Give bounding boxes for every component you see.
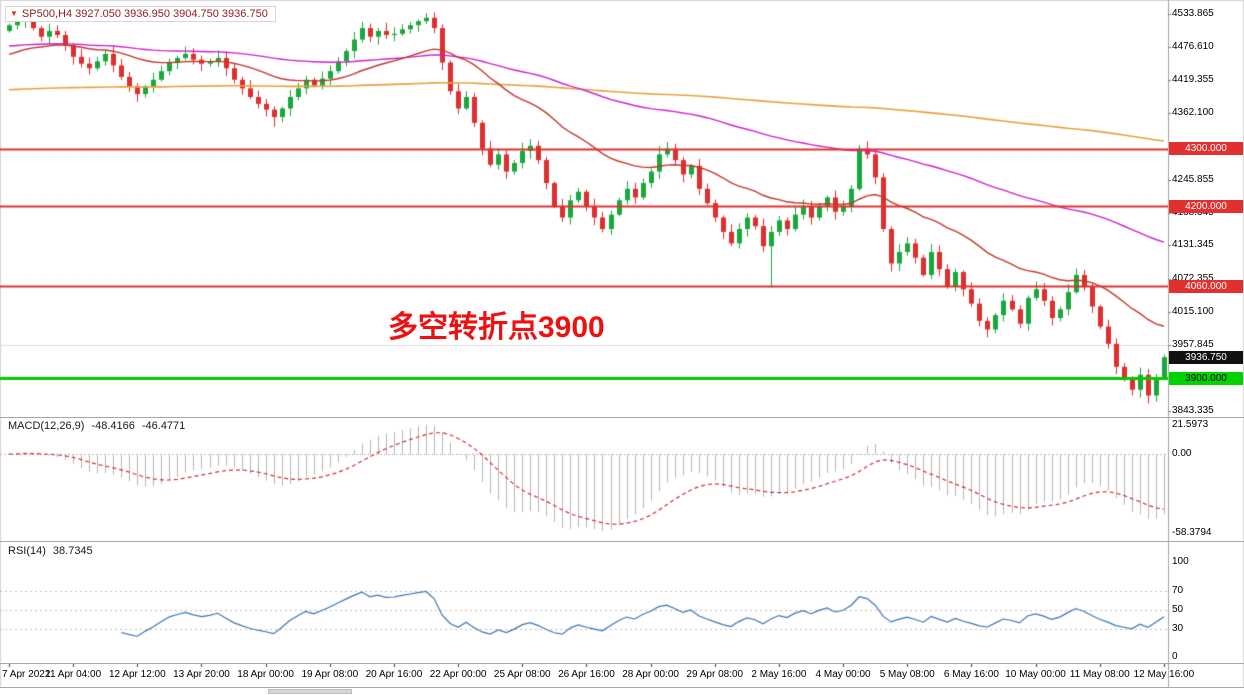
- rsi-scale-label: 30: [1172, 622, 1184, 634]
- time-axis-label: 2 May 16:00: [751, 669, 807, 680]
- time-axis-label: 11 Apr 04:00: [45, 669, 102, 680]
- time-axis-label: 18 Apr 00:00: [237, 669, 294, 680]
- symbol-dropdown-icon[interactable]: ▼: [10, 9, 18, 18]
- time-axis-label: 29 Apr 08:00: [686, 669, 744, 680]
- price-scale-label: 4419.355: [1172, 74, 1214, 86]
- price-level-badge: 4060.000: [1169, 279, 1243, 293]
- time-axis-label: 7 Apr 2022: [2, 669, 51, 680]
- rsi-scale-label: 50: [1172, 603, 1184, 615]
- time-axis-label: 13 Apr 20:00: [173, 669, 230, 680]
- time-axis-label: 26 Apr 16:00: [558, 669, 615, 680]
- time-axis-label: 20 Apr 16:00: [365, 669, 423, 680]
- time-axis-label: 12 May 16:00: [1133, 669, 1195, 680]
- panel-divider[interactable]: [0, 417, 1244, 418]
- chart-annotation-text: 多空转折点3900: [388, 311, 605, 344]
- price-scale-label: 4131.345: [1172, 239, 1214, 251]
- price-scale-label: 4072.355: [1172, 273, 1214, 285]
- panel-divider[interactable]: [0, 541, 1244, 542]
- rsi-value: 38.7345: [52, 545, 93, 557]
- macd-name: MACD(12,26,9): [8, 420, 85, 432]
- macd-scale-label: -58.3794: [1172, 526, 1212, 538]
- rsi-scale-label: 70: [1172, 584, 1184, 596]
- rsi-indicator-label: RSI(14) 38.7345: [8, 545, 93, 557]
- time-axis-label: 12 Apr 12:00: [108, 669, 166, 680]
- price-scale-label: 3843.335: [1172, 404, 1214, 416]
- rsi-name: RSI(14): [8, 545, 46, 557]
- price-scale-label: 3957.845: [1172, 339, 1214, 351]
- chart-title-text: SP500,H4 3927.050 3936.950 3904.750 3936…: [21, 8, 268, 20]
- time-axis-label: 4 May 00:00: [815, 669, 871, 680]
- time-axis-label: 22 Apr 00:00: [429, 669, 487, 680]
- macd-main-value: -48.4166: [91, 420, 135, 432]
- price-level-badge: 4200.000: [1169, 199, 1243, 213]
- status-strip-segment: [268, 689, 352, 694]
- rsi-scale-label: 100: [1172, 556, 1189, 567]
- time-axis-label: 19 Apr 08:00: [301, 669, 359, 680]
- status-strip: [0, 688, 1244, 695]
- macd-indicator-label: MACD(12,26,9) -48.4166 -46.4771: [8, 420, 185, 432]
- price-scale-label: 4476.610: [1172, 41, 1214, 53]
- macd-scale-label: 21.5973: [1172, 418, 1209, 430]
- macd-scale-label: 0.00: [1172, 448, 1192, 460]
- price-level-badge: 4300.000: [1169, 142, 1243, 156]
- chart-title: ▼ SP500,H4 3927.050 3936.950 3904.750 39…: [5, 6, 276, 22]
- price-level-badge: 3900.000: [1169, 371, 1243, 385]
- time-axis-label: 28 Apr 00:00: [622, 669, 679, 680]
- time-axis-label: 25 Apr 08:00: [493, 669, 551, 680]
- time-axis-label: 11 May 08:00: [1069, 669, 1130, 680]
- time-axis-label: 5 May 08:00: [879, 669, 935, 680]
- time-axis-label: 6 May 16:00: [943, 669, 999, 680]
- price-scale-label: 4533.865: [1172, 8, 1214, 20]
- price-scale-label: 4015.100: [1172, 306, 1214, 318]
- macd-signal-value: -46.4771: [141, 420, 186, 432]
- panel-divider: [0, 687, 1244, 688]
- price-scale-label: 4362.100: [1172, 106, 1214, 118]
- rsi-scale-label: 0: [1172, 651, 1178, 662]
- panel-divider[interactable]: [0, 663, 1244, 664]
- price-scale-label: 4245.855: [1172, 173, 1214, 185]
- current-price-badge: 3936.750: [1169, 350, 1243, 364]
- time-axis-label: 10 May 00:00: [1005, 669, 1066, 680]
